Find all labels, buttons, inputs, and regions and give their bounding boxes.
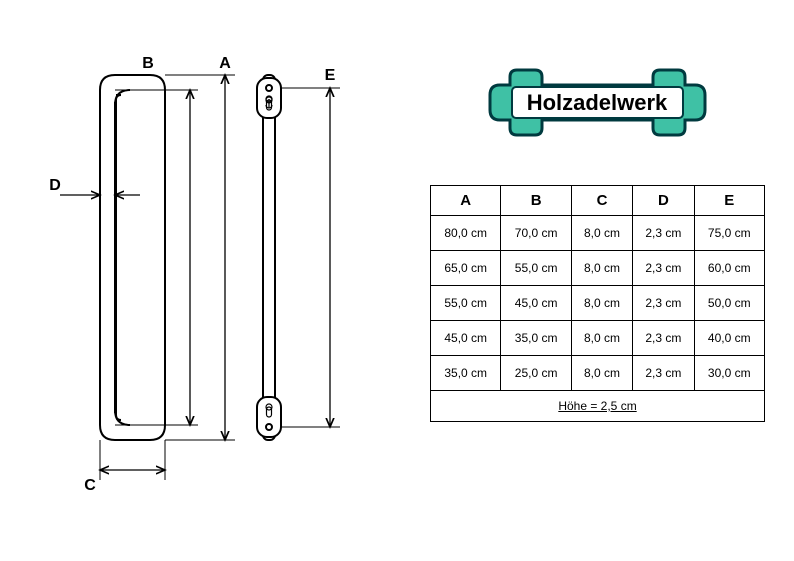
technical-diagram: A B C D E	[30, 50, 400, 500]
dimension-d: D	[49, 177, 140, 205]
dimension-a: A	[165, 55, 235, 440]
handle-side-view	[257, 75, 281, 440]
table-footer: Höhe = 2,5 cm	[431, 391, 765, 422]
col-header: C	[571, 186, 632, 216]
table-body: 80,0 cm 70,0 cm 8,0 cm 2,3 cm 75,0 cm 65…	[431, 216, 765, 422]
dim-label-c: C	[84, 477, 96, 494]
table-row: 80,0 cm 70,0 cm 8,0 cm 2,3 cm 75,0 cm	[431, 216, 765, 251]
col-header: B	[501, 186, 571, 216]
col-header: E	[694, 186, 764, 216]
table-row: 45,0 cm 35,0 cm 8,0 cm 2,3 cm 40,0 cm	[431, 321, 765, 356]
dimensions-table: A B C D E 80,0 cm 70,0 cm 8,0 cm 2,3 cm …	[430, 185, 765, 422]
dim-label-e: E	[325, 67, 336, 84]
brand-logo: Holzadelwerk	[480, 55, 715, 150]
table-row: 65,0 cm 55,0 cm 8,0 cm 2,3 cm 60,0 cm	[431, 251, 765, 286]
dim-label-d: D	[49, 177, 61, 194]
dimension-c: C	[84, 440, 165, 494]
dim-label-a: A	[219, 55, 231, 72]
dimension-e: E	[281, 67, 340, 427]
handle-front-view	[100, 75, 165, 440]
dim-label-b: B	[142, 55, 154, 72]
table-header-row: A B C D E	[431, 186, 765, 216]
logo-text: Holzadelwerk	[527, 90, 668, 115]
table-row: 55,0 cm 45,0 cm 8,0 cm 2,3 cm 50,0 cm	[431, 286, 765, 321]
table-row: 35,0 cm 25,0 cm 8,0 cm 2,3 cm 30,0 cm	[431, 356, 765, 391]
col-header: A	[431, 186, 501, 216]
col-header: D	[633, 186, 694, 216]
dimension-b: B	[115, 55, 198, 425]
